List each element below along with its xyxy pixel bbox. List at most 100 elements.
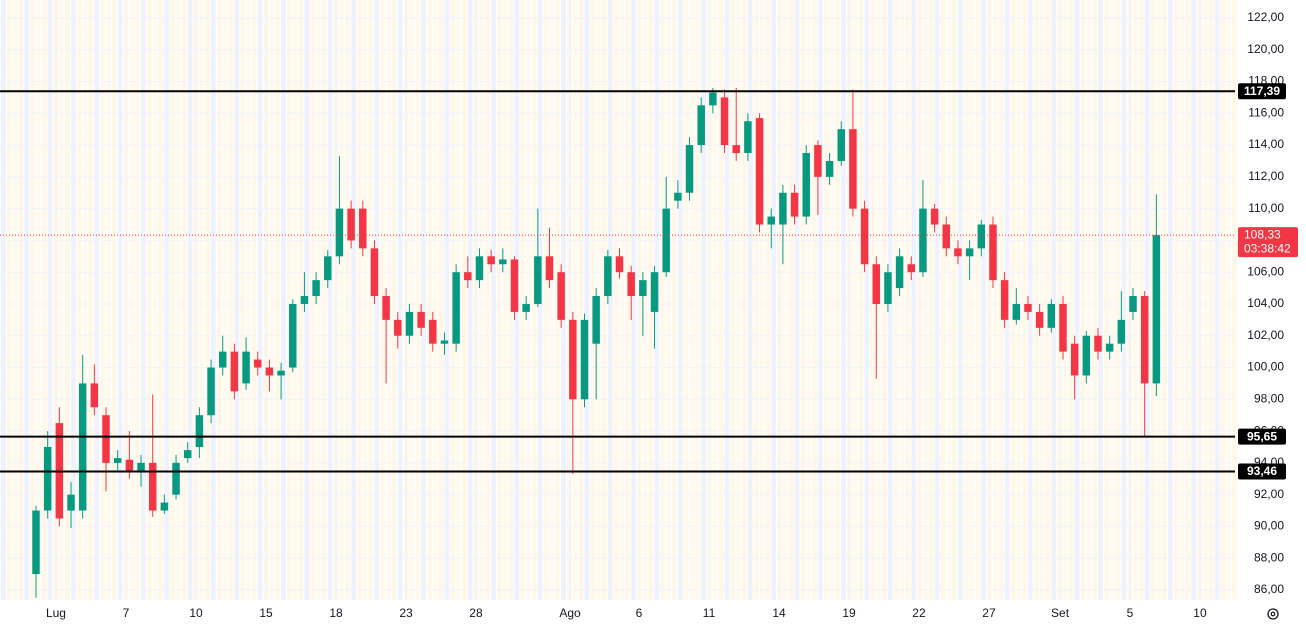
session-band bbox=[211, 0, 216, 600]
x-tick-label: 15 bbox=[259, 606, 273, 620]
session-band bbox=[747, 0, 753, 600]
candle-body bbox=[977, 224, 986, 249]
y-tick-label: 104,00 bbox=[1247, 296, 1284, 310]
session-band bbox=[1097, 0, 1103, 600]
session-band bbox=[391, 0, 397, 600]
session-band bbox=[222, 0, 228, 600]
session-band bbox=[969, 0, 975, 600]
session-band bbox=[1027, 0, 1033, 600]
level-label-box bbox=[1238, 428, 1286, 445]
x-tick-label: Ago bbox=[559, 606, 581, 620]
candle-body bbox=[300, 296, 309, 304]
session-band bbox=[146, 0, 152, 600]
candle-body bbox=[1129, 296, 1137, 312]
session-band bbox=[782, 0, 788, 600]
candle-body bbox=[522, 303, 530, 312]
session-band bbox=[269, 0, 275, 600]
y-tick-label: 86,00 bbox=[1254, 582, 1284, 596]
x-tick-label: 18 bbox=[329, 606, 343, 620]
y-tick-label: 114,00 bbox=[1248, 137, 1284, 151]
session-band bbox=[1115, 0, 1121, 600]
session-band bbox=[602, 0, 607, 600]
session-band bbox=[724, 0, 730, 600]
candle-body bbox=[860, 208, 869, 265]
x-tick-label: 11 bbox=[703, 606, 716, 620]
candle-body bbox=[113, 458, 122, 463]
candle-body bbox=[218, 351, 227, 368]
session-band bbox=[742, 0, 747, 600]
session-band bbox=[1121, 0, 1127, 600]
session-band bbox=[1168, 0, 1173, 600]
session-band bbox=[59, 0, 65, 600]
session-band bbox=[1214, 0, 1220, 600]
session-band bbox=[257, 0, 263, 600]
session-band bbox=[356, 0, 362, 600]
session-band bbox=[1191, 0, 1197, 600]
session-band bbox=[164, 0, 170, 600]
candle-body bbox=[417, 311, 425, 328]
session-band bbox=[1022, 0, 1027, 600]
session-band bbox=[572, 0, 578, 600]
session-band bbox=[893, 0, 899, 600]
y-tick-label: 122,00 bbox=[1247, 10, 1284, 24]
session-band bbox=[800, 0, 806, 600]
session-band bbox=[940, 0, 946, 600]
session-band bbox=[957, 0, 963, 600]
session-band bbox=[1109, 0, 1115, 600]
session-band bbox=[426, 0, 432, 600]
candle-body bbox=[32, 510, 40, 575]
session-band bbox=[794, 0, 800, 600]
settings-button[interactable] bbox=[1267, 608, 1279, 620]
y-tick-label: 100,00 bbox=[1247, 360, 1284, 374]
candle-body bbox=[907, 264, 916, 273]
session-band bbox=[339, 0, 345, 600]
session-band bbox=[1185, 0, 1191, 600]
candle-body bbox=[534, 256, 542, 304]
candle-body bbox=[779, 192, 787, 225]
session-band bbox=[946, 0, 952, 600]
session-band bbox=[817, 0, 823, 600]
session-band bbox=[409, 0, 415, 600]
settings-icon-center[interactable] bbox=[1270, 611, 1276, 617]
y-tick-label: 102,00 bbox=[1247, 328, 1284, 342]
x-tick-label: 14 bbox=[772, 606, 786, 620]
candle-body bbox=[464, 272, 472, 281]
session-band bbox=[952, 0, 957, 600]
candle-body bbox=[335, 208, 344, 257]
candle-body bbox=[592, 296, 600, 344]
session-band bbox=[578, 0, 584, 600]
session-band bbox=[858, 0, 864, 600]
session-band bbox=[6, 0, 12, 600]
level-label: 95,65 bbox=[1247, 429, 1277, 443]
settings-icon[interactable] bbox=[1267, 608, 1279, 620]
candle-body bbox=[230, 351, 239, 392]
session-band bbox=[286, 0, 292, 600]
candle-body bbox=[499, 259, 507, 265]
countdown-label: 03:38:42 bbox=[1244, 241, 1291, 255]
session-band bbox=[1232, 0, 1238, 600]
session-band bbox=[788, 0, 794, 600]
session-band bbox=[432, 0, 438, 600]
session-band bbox=[765, 0, 771, 600]
candle-body bbox=[954, 248, 962, 257]
candle-body bbox=[207, 367, 215, 416]
candle-body bbox=[347, 208, 355, 241]
session-band bbox=[666, 0, 672, 600]
session-band bbox=[467, 0, 473, 600]
candle-body bbox=[849, 129, 857, 209]
session-band bbox=[216, 0, 222, 600]
candle-body bbox=[965, 248, 974, 257]
session-band bbox=[374, 0, 380, 600]
session-band bbox=[613, 0, 619, 600]
session-band bbox=[823, 0, 829, 600]
x-tick-label: Lug bbox=[46, 606, 66, 620]
session-band bbox=[1086, 0, 1092, 600]
session-band bbox=[1039, 0, 1045, 600]
candle-body bbox=[102, 415, 110, 463]
candle-body bbox=[709, 92, 717, 106]
candle-body bbox=[989, 224, 997, 281]
level-label: 117,39 bbox=[1244, 84, 1280, 98]
candle-body bbox=[825, 160, 834, 177]
candle-body bbox=[662, 208, 670, 273]
x-tick-label: 23 bbox=[399, 606, 413, 620]
